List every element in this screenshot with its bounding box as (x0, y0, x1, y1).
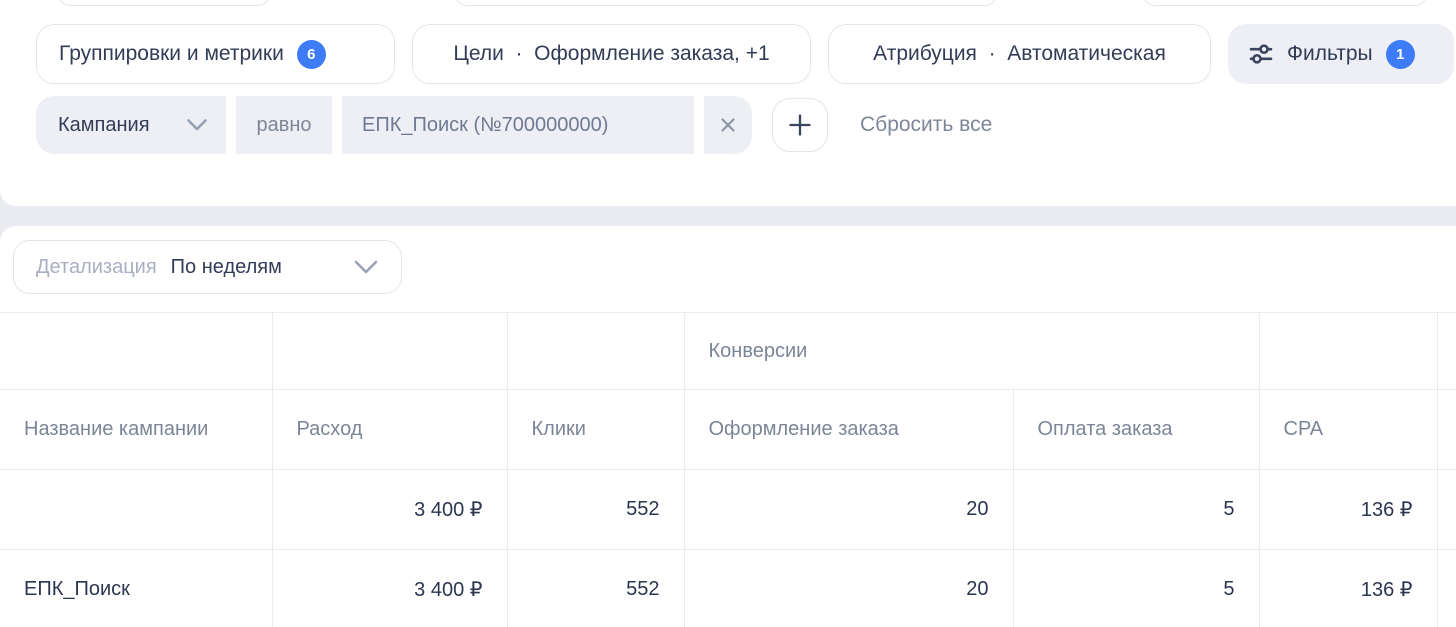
table-group-row: Конверсии (0, 312, 1456, 390)
goals-label: Цели · Оформление заказа, +1 (453, 42, 770, 65)
totals-payment-cell: 5 (1013, 469, 1260, 550)
reset-all-label: Сбросить все (860, 113, 993, 136)
cutoff-control-left (58, 0, 270, 6)
groupings-metrics-button[interactable]: Группировки и метрики 6 (36, 24, 395, 84)
filters-button[interactable]: Фильтры 1 (1228, 24, 1454, 84)
report-panel: Детализация По неделям Конверсии (0, 226, 1456, 627)
filter-value-label: ЕПК_Поиск (№700000000) (362, 113, 609, 136)
filter-value[interactable]: ЕПК_Поиск (№700000000) (342, 96, 694, 154)
filters-count-badge: 1 (1385, 39, 1415, 69)
campaign-cost-cell: 3 400 ₽ (272, 549, 508, 627)
cutoff-control-right (1143, 0, 1427, 6)
campaign-payment-cell: 5 (1013, 549, 1260, 627)
campaign-name-cell[interactable]: ЕПК_Поиск (0, 549, 273, 627)
col-header-clicks[interactable]: Клики (507, 389, 685, 470)
remove-filter-button[interactable] (704, 96, 752, 154)
totals-cost-cell: 3 400 ₽ (272, 469, 508, 550)
cutoff-control-center (455, 0, 997, 6)
filters-label: Фильтры (1287, 42, 1373, 65)
plus-icon (787, 112, 813, 138)
detalization-select[interactable]: Детализация По неделям (13, 240, 402, 294)
campaign-cpa-cell: 136 ₽ (1259, 549, 1438, 627)
conversions-group-header: Конверсии (684, 312, 1260, 390)
filter-operator-label: равно (256, 113, 312, 136)
totals-clicks-cell: 552 (507, 469, 685, 550)
attribution-label: Атрибуция · Автоматическая (873, 42, 1166, 65)
attribution-button[interactable]: Атрибуция · Автоматическая (828, 24, 1211, 84)
detalization-value: По неделям (170, 255, 282, 278)
col-header-campaign-name[interactable]: Название кампании (0, 389, 273, 470)
detalization-label: Детализация (36, 255, 157, 278)
col-header-cost[interactable]: Расход (272, 389, 508, 470)
reset-all-filters-link[interactable]: Сбросить все (860, 96, 992, 154)
filter-field-label: Кампания (58, 113, 150, 136)
chevron-down-icon (186, 118, 208, 132)
table-header-row: Название кампании Расход Клики Оформлени… (0, 389, 1456, 470)
goals-button[interactable]: Цели · Оформление заказа, +1 (412, 24, 811, 84)
campaign-clicks-cell: 552 (507, 549, 685, 627)
totals-name-cell (0, 469, 273, 550)
col-header-checkout[interactable]: Оформление заказа (684, 389, 1014, 470)
campaign-checkout-cell: 20 (684, 549, 1014, 627)
col-header-payment[interactable]: Оплата заказа (1013, 389, 1260, 470)
close-icon (718, 115, 738, 135)
add-filter-button[interactable] (772, 98, 828, 152)
groupings-count-badge: 6 (296, 39, 326, 69)
campaign-row: ЕПК_Поиск 3 400 ₽ 552 20 5 136 ₽ (0, 549, 1456, 627)
col-header-cpa[interactable]: CPA (1259, 389, 1438, 470)
totals-row: 3 400 ₽ 552 20 5 136 ₽ (0, 469, 1456, 550)
sliders-icon (1248, 41, 1274, 67)
totals-cpa-cell: 136 ₽ (1259, 469, 1438, 550)
stats-table: Конверсии Название кампании Расход Клики… (0, 312, 1456, 627)
groupings-metrics-label: Группировки и метрики (59, 42, 284, 65)
chevron-down-icon (354, 260, 378, 274)
totals-checkout-cell: 20 (684, 469, 1014, 550)
filter-field-select[interactable]: Кампания (36, 96, 226, 154)
filters-panel: Группировки и метрики 6 Цели · Оформлени… (0, 0, 1456, 206)
filter-operator[interactable]: равно (236, 96, 332, 154)
